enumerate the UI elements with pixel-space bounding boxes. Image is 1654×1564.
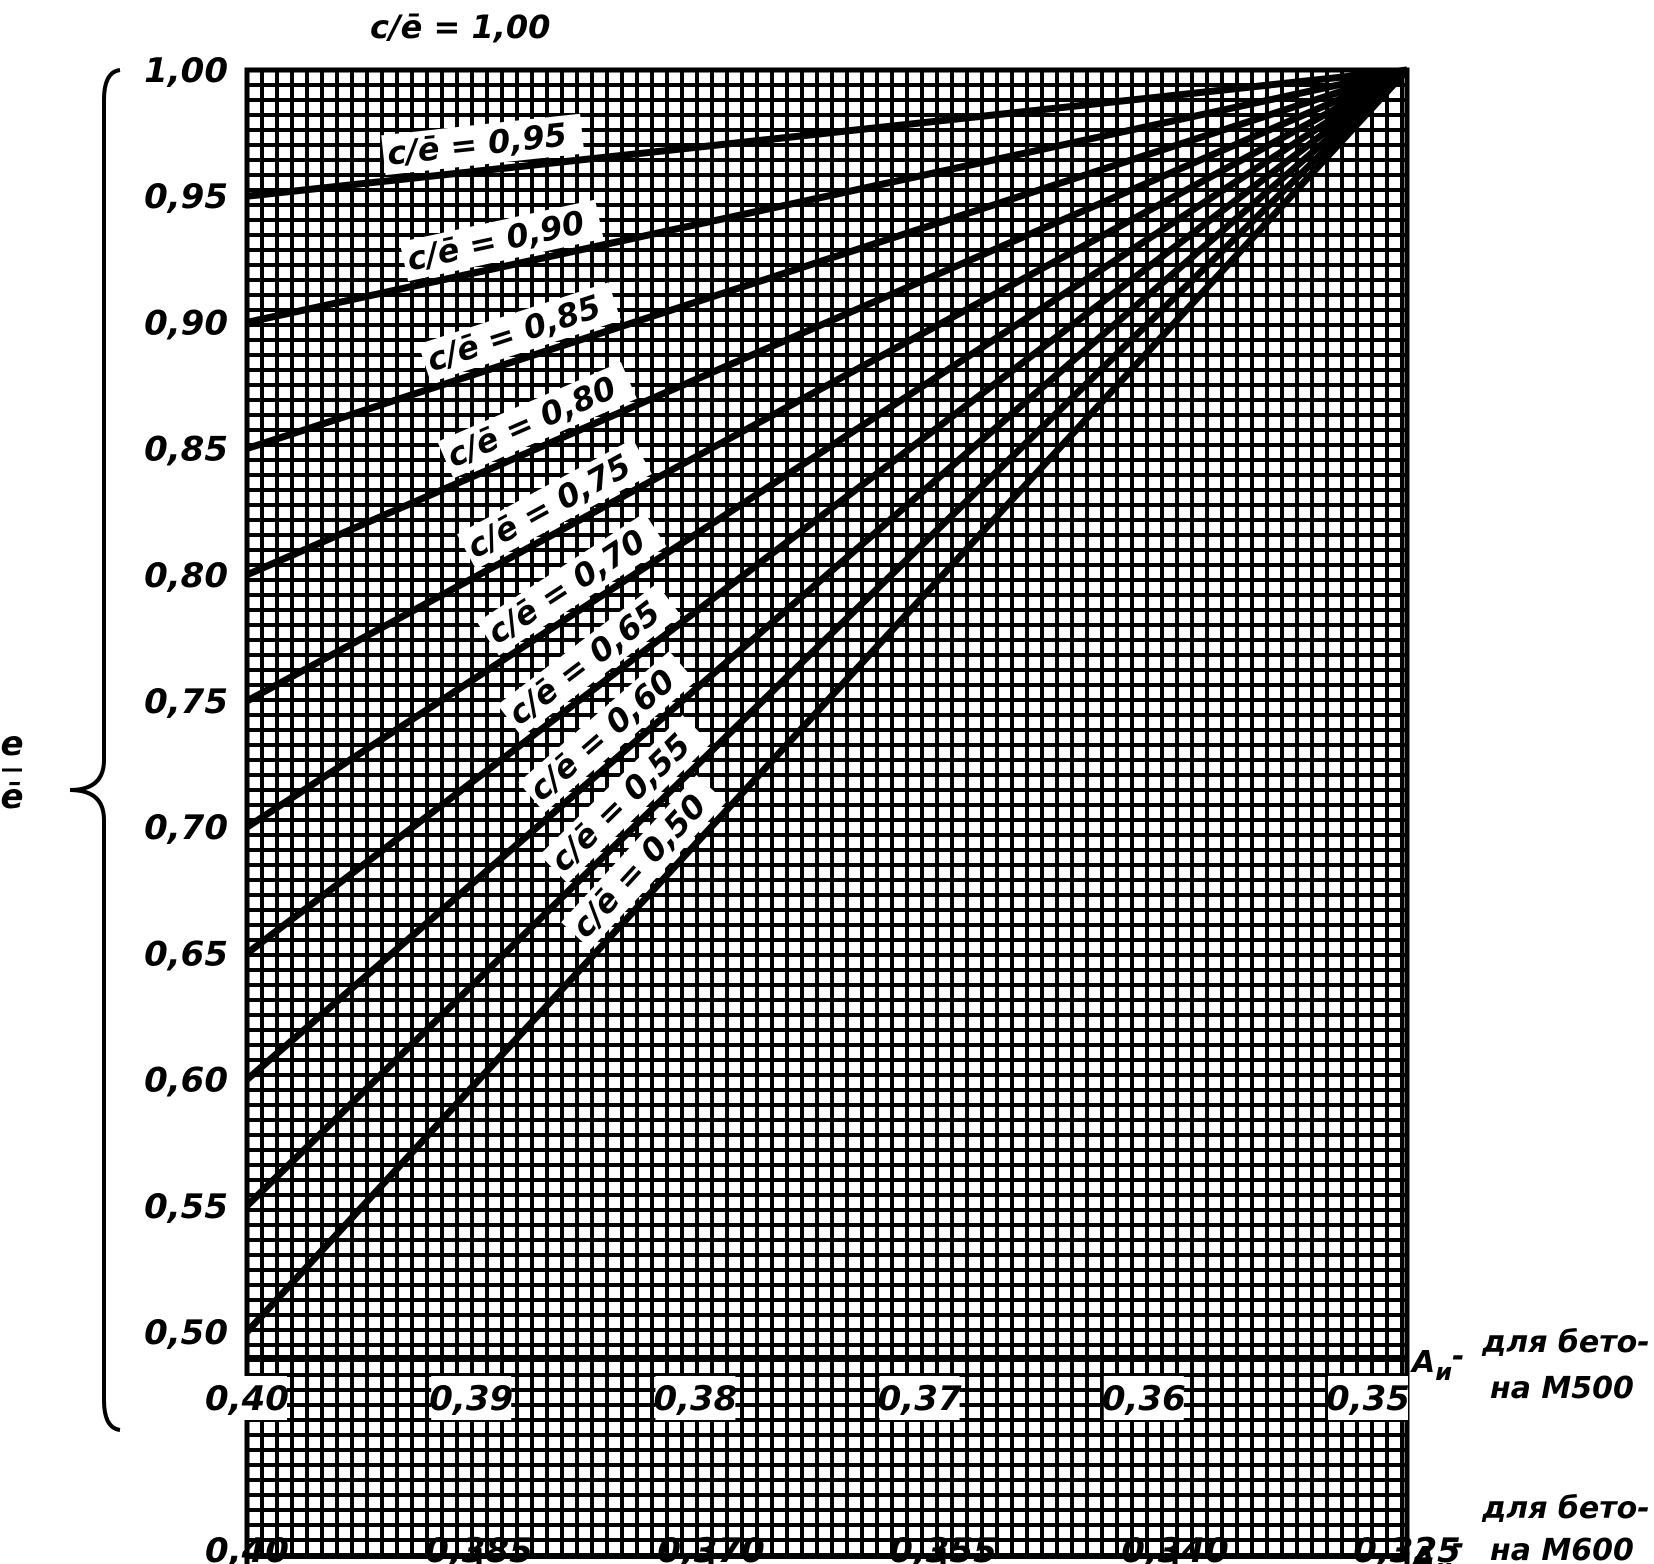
x-tick-m500-bg xyxy=(879,1376,960,1420)
y-tick-label: 0,50 xyxy=(144,1313,228,1353)
y-tick-label: 0,60 xyxy=(144,1061,228,1101)
y-tick-label: 0,70 xyxy=(144,808,228,848)
x-tick-label-m500: 0,38 xyxy=(653,1379,737,1419)
axis-label-m500-subscript: и xyxy=(1435,1358,1452,1386)
series-line xyxy=(246,66,1408,326)
x-tick-label-m500: 0,35 xyxy=(1326,1379,1410,1419)
axis-label-m500: Aи- для бето- на М500 xyxy=(1410,1325,1650,1406)
axis-label-m600: Aи- для бето- на М600 xyxy=(1410,1491,1650,1564)
x-tick-labels-m500: 0,40 0,39 0,38 0,37 0,36 0,35 xyxy=(205,1376,1410,1420)
axis-label-m600-line2: на М600 xyxy=(1490,1533,1634,1564)
series-line xyxy=(245,66,1409,705)
y-tick-label: 0,55 xyxy=(144,1187,228,1227)
series-label-bg xyxy=(477,512,667,656)
series-line xyxy=(245,66,1409,579)
y-tick-label: 0,90 xyxy=(144,303,228,343)
x-tick-label-m600: 0,340 xyxy=(1121,1531,1229,1564)
y-axis-label-numerator: e xyxy=(0,724,23,764)
series-line xyxy=(245,67,1409,831)
curves xyxy=(244,66,1410,1335)
y-tick-label: 0,80 xyxy=(144,556,228,596)
x-tick-label-m500: 0,36 xyxy=(1102,1379,1186,1419)
axis-label-m600-line1: для бето- xyxy=(1481,1491,1650,1526)
x-tick-label-m600: 0,370 xyxy=(657,1531,765,1564)
x-tick-m500-bg xyxy=(431,1376,512,1420)
series-label-bg xyxy=(418,282,621,383)
x-tick-label-m500: 0,39 xyxy=(429,1379,513,1419)
series-label-bg xyxy=(437,361,637,479)
axis-label-m500-dash: - xyxy=(1452,1339,1464,1374)
axis-label-m500-line2: на М500 xyxy=(1490,1371,1634,1406)
series-label-bg xyxy=(497,583,681,737)
y-axis-label-denominator: ē xyxy=(0,777,23,817)
axis-label-m600-subscript: и xyxy=(1435,1554,1452,1564)
y-tick-label: 1,00 xyxy=(144,51,228,91)
axis-label-m600-symbol: A xyxy=(1410,1541,1435,1564)
y-tick-label: 0,65 xyxy=(144,934,228,974)
top-curve-label: c/ē = 1,00 xyxy=(370,8,550,46)
y-tick-label: 0,75 xyxy=(144,682,228,722)
svg-text:Aи-: Aи- xyxy=(1410,1527,1465,1564)
series-label-bg xyxy=(539,714,711,884)
x-tick-m500-bg xyxy=(1328,1376,1408,1420)
x-tick-label-m600: 0,355 xyxy=(889,1531,997,1564)
series-line xyxy=(244,67,1410,957)
series-label-bg xyxy=(399,199,604,282)
series-label-bg xyxy=(518,651,696,813)
series-line xyxy=(245,66,1409,452)
axis-label-m600-dash: - xyxy=(1452,1527,1464,1562)
y-tick-label: 0,95 xyxy=(144,177,228,217)
series-label-bg xyxy=(381,113,585,176)
series-line xyxy=(244,67,1410,1209)
series-line xyxy=(244,67,1410,1335)
svg-text:Aи-: Aи- xyxy=(1410,1339,1465,1386)
axis-label-m500-line1: для бето- xyxy=(1481,1325,1650,1360)
x-tick-label-m600: 0,385 xyxy=(425,1531,533,1564)
x-tick-m500-bg xyxy=(1103,1376,1184,1420)
grid xyxy=(245,68,1407,1557)
y-tick-label: 0,85 xyxy=(144,430,228,470)
axis-label-m500-symbol: A xyxy=(1410,1345,1435,1380)
x-tick-label-m600: 0,325 xyxy=(1353,1531,1461,1564)
plot-frame xyxy=(244,67,1410,1559)
series-label-bg xyxy=(561,775,726,950)
x-tick-label-m500: 0,37 xyxy=(878,1379,962,1419)
x-tick-m500-bg xyxy=(207,1376,287,1420)
x-tick-label-m500: 0,40 xyxy=(205,1379,289,1419)
y-tick-labels: 1,00 0,95 0,90 0,85 0,80 0,75 0,70 0,65 0,60 0,55… xyxy=(144,51,228,1353)
series-line xyxy=(244,67,1410,1083)
series-line xyxy=(246,66,1408,200)
x-tick-labels-m600: 0,40 0,385 0,370 0,355 0,340 0,325 xyxy=(205,1531,1461,1564)
series-label-bg xyxy=(457,438,652,570)
y-axis-brace xyxy=(69,68,121,1432)
x-tick-label-m600: 0,40 xyxy=(205,1531,289,1564)
x-tick-m500-bg xyxy=(655,1376,736,1420)
